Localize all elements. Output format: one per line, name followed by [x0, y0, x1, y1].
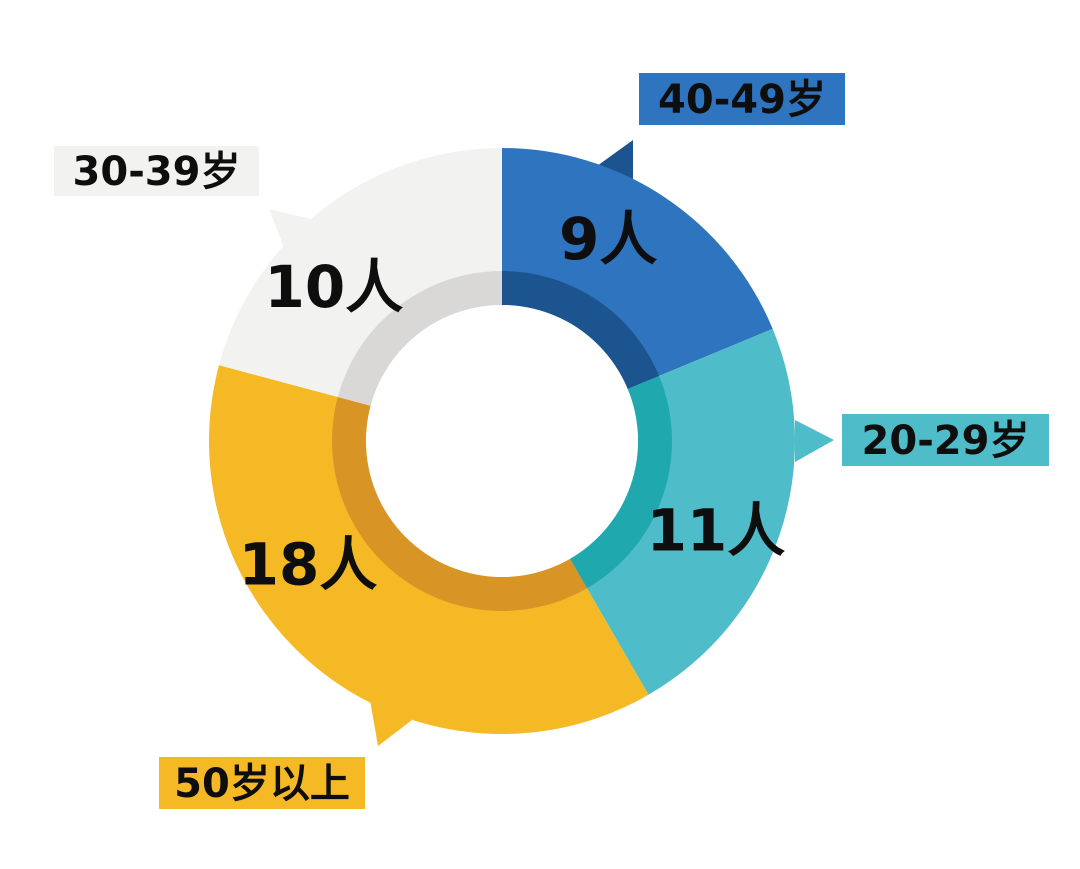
callout-pointer-20-29 [795, 420, 834, 462]
value-label-20-29: 11人 [647, 497, 786, 565]
category-label-50: 50岁以上 [174, 761, 350, 807]
slice-50 [209, 365, 649, 734]
category-label-30-39: 30-39岁 [73, 149, 241, 195]
slice-20-29 [570, 328, 795, 695]
inner-ring-30-39 [337, 271, 502, 406]
donut-hole [366, 305, 638, 577]
slice-30-39 [218, 148, 502, 406]
label-box-20-29 [842, 414, 1049, 466]
value-label-50: 18人 [239, 531, 378, 599]
label-box-50 [159, 757, 365, 809]
value-labels: 9人 11人 18人 10人 [239, 205, 786, 598]
category-label-boxes: 40-49岁 20-29岁 50岁以上 30-39岁 [54, 73, 1049, 809]
label-box-40-49 [639, 73, 845, 125]
callout-pointer-50 [370, 700, 412, 746]
value-label-30-39: 10人 [265, 253, 404, 321]
category-label-40-49: 40-49岁 [658, 77, 826, 123]
donut-inner-ring [332, 271, 672, 611]
donut-slices [209, 148, 795, 734]
category-label-20-29: 20-29岁 [862, 418, 1030, 464]
inner-ring-50 [332, 397, 587, 611]
inner-ring-20-29 [570, 375, 672, 589]
label-box-30-39 [54, 146, 259, 196]
callout-pointer-30-39 [269, 209, 316, 250]
value-label-40-49: 9人 [559, 205, 657, 273]
slice-40-49 [502, 148, 773, 389]
callout-pointer-40-49 [597, 140, 633, 180]
callout-pointers [269, 140, 834, 746]
inner-ring-40-49 [502, 271, 660, 389]
